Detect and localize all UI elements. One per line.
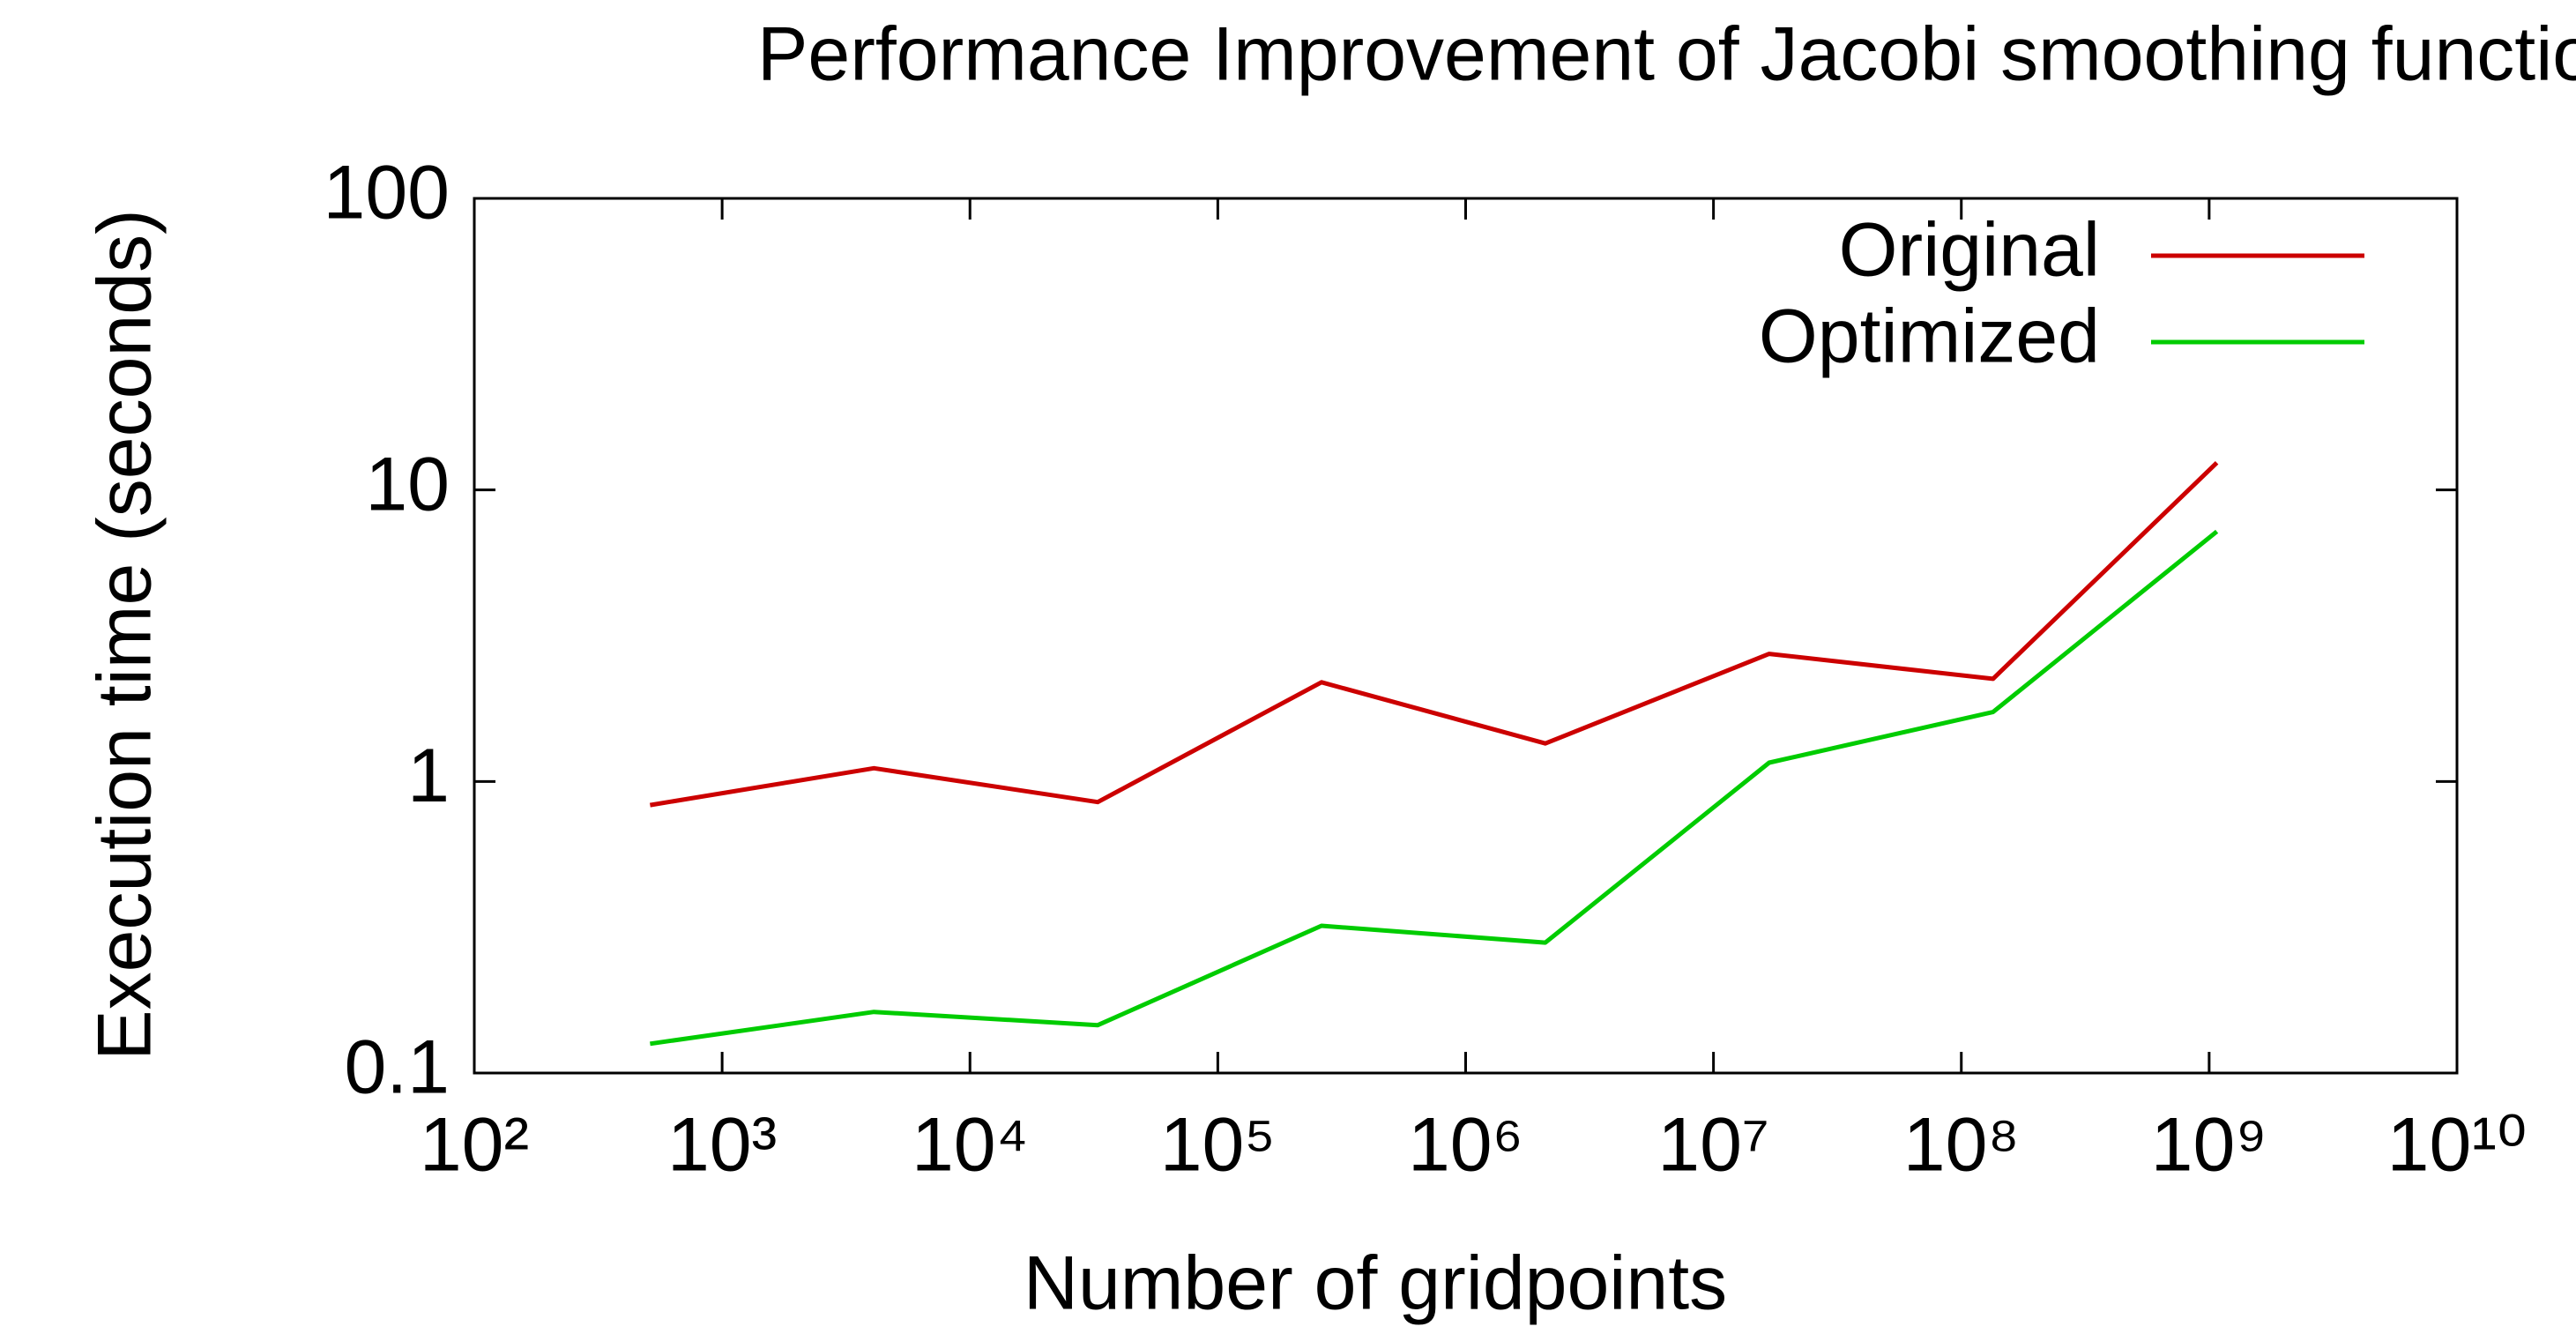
- y-tick-label: 10: [365, 442, 450, 526]
- x-tick-label: 10²: [420, 1103, 529, 1188]
- series-line: [649, 461, 2219, 808]
- x-tick-label: 10⁸: [1903, 1103, 2020, 1188]
- x-tick-label: 10⁵: [1160, 1103, 1276, 1188]
- x-axis-label: Number of gridpoints: [1024, 1241, 1727, 1326]
- chart-title: Performance Improvement of Jacobi smooth…: [757, 12, 2576, 97]
- x-tick-label: 10⁹: [2151, 1103, 2268, 1188]
- x-tick-label: 10³: [667, 1103, 777, 1188]
- plot-frame: [473, 197, 2459, 1075]
- legend-label: Optimized: [1759, 294, 2100, 379]
- y-tick-label: 1: [407, 734, 450, 818]
- y-tick-label: 100: [324, 151, 450, 235]
- x-tick-label: 10¹⁰: [2387, 1103, 2528, 1188]
- series-line: [650, 529, 2219, 1047]
- y-axis-label: Execution time (seconds): [83, 209, 168, 1061]
- legend-label: Original: [1839, 208, 2100, 293]
- x-tick-label: 10⁷: [1657, 1103, 1769, 1188]
- x-tick-label: 10⁶: [1408, 1103, 1523, 1188]
- y-tick-label: 0.1: [344, 1025, 450, 1110]
- x-tick-label: 10⁴: [912, 1103, 1029, 1188]
